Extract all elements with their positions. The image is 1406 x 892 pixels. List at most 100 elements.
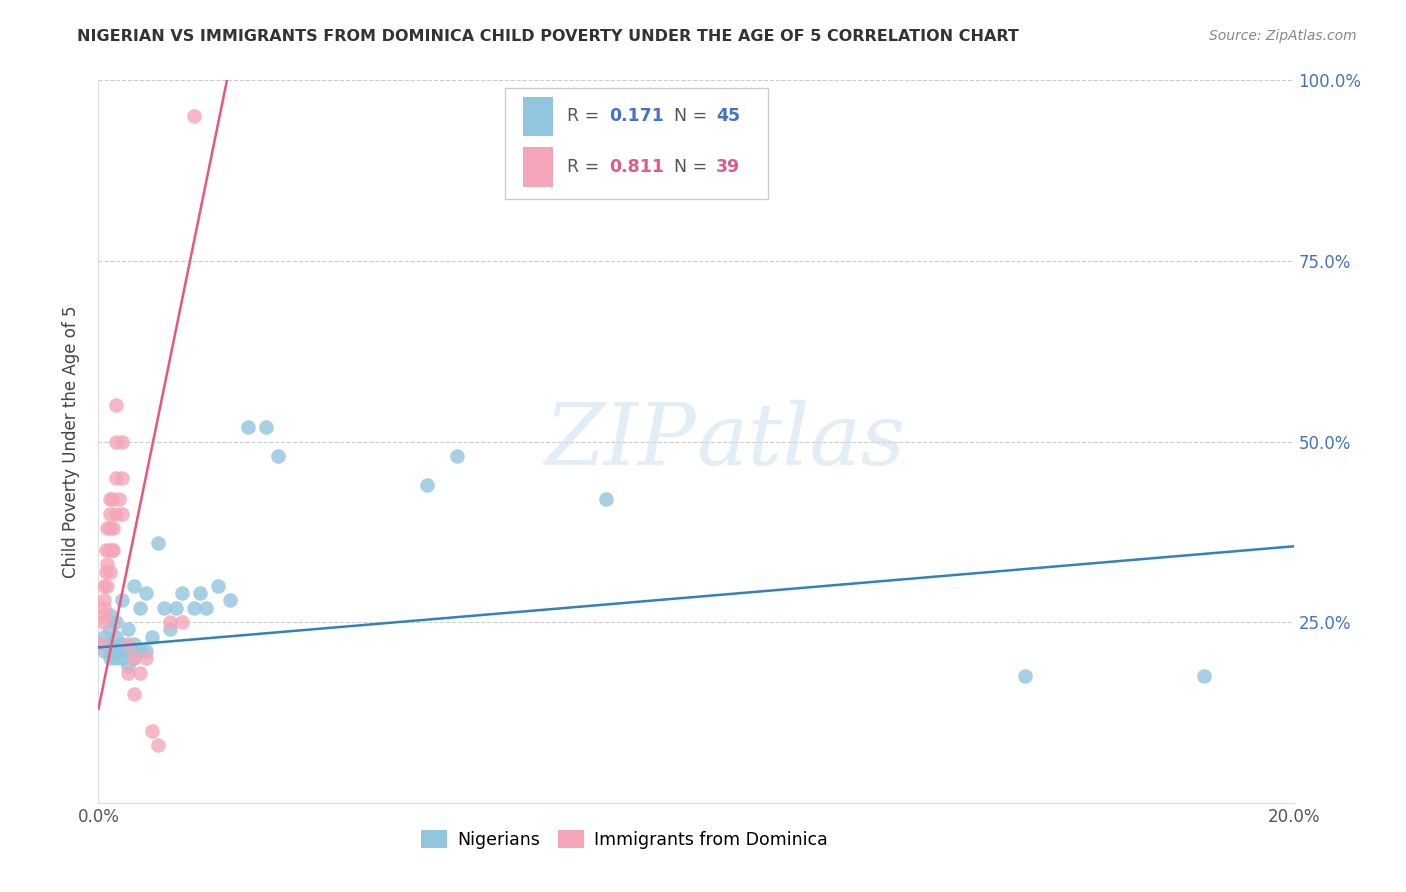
- Point: [165, 600, 187, 615]
- Point: [117, 658, 139, 673]
- Point: [108, 492, 131, 507]
- Point: [236, 420, 259, 434]
- Point: [90, 637, 112, 651]
- Text: 45: 45: [716, 107, 741, 126]
- Point: [98, 607, 122, 622]
- Point: [124, 687, 146, 701]
- Point: [111, 593, 134, 607]
- Point: [195, 600, 218, 615]
- Text: ZIP: ZIP: [544, 401, 696, 483]
- Point: [105, 630, 128, 644]
- Point: [100, 492, 122, 507]
- Point: [124, 651, 146, 665]
- Point: [1014, 669, 1036, 683]
- Point: [159, 615, 181, 630]
- Point: [135, 651, 157, 665]
- Point: [93, 637, 115, 651]
- Point: [267, 449, 290, 463]
- Point: [98, 637, 122, 651]
- Legend: Nigerians, Immigrants from Dominica: Nigerians, Immigrants from Dominica: [413, 823, 835, 855]
- Point: [98, 644, 122, 658]
- Point: [111, 637, 134, 651]
- Point: [124, 579, 146, 593]
- Text: 0.811: 0.811: [609, 158, 664, 176]
- Point: [93, 607, 115, 622]
- Point: [135, 586, 157, 600]
- Point: [103, 542, 125, 557]
- Point: [111, 507, 134, 521]
- Point: [105, 615, 128, 630]
- Point: [595, 492, 617, 507]
- Point: [94, 542, 117, 557]
- Point: [105, 651, 128, 665]
- Text: NIGERIAN VS IMMIGRANTS FROM DOMINICA CHILD POVERTY UNDER THE AGE OF 5 CORRELATIO: NIGERIAN VS IMMIGRANTS FROM DOMINICA CHI…: [77, 29, 1019, 44]
- Point: [91, 615, 114, 630]
- Point: [183, 600, 205, 615]
- Point: [148, 738, 170, 752]
- Text: N =: N =: [675, 158, 713, 176]
- FancyBboxPatch shape: [505, 87, 768, 200]
- Point: [111, 470, 134, 484]
- Point: [103, 521, 125, 535]
- Point: [100, 542, 122, 557]
- Point: [141, 723, 163, 738]
- Text: N =: N =: [675, 107, 713, 126]
- Point: [446, 449, 468, 463]
- Point: [105, 644, 128, 658]
- Point: [105, 507, 128, 521]
- Point: [98, 507, 122, 521]
- FancyBboxPatch shape: [523, 147, 553, 186]
- Point: [93, 600, 115, 615]
- Point: [1192, 669, 1215, 683]
- Point: [105, 398, 128, 412]
- Point: [98, 623, 122, 637]
- Point: [93, 630, 115, 644]
- Point: [159, 623, 181, 637]
- Point: [172, 586, 194, 600]
- Text: 0.171: 0.171: [609, 107, 664, 126]
- Text: 39: 39: [716, 158, 741, 176]
- Point: [93, 579, 115, 593]
- Point: [93, 644, 115, 658]
- Point: [117, 623, 139, 637]
- Text: Source: ZipAtlas.com: Source: ZipAtlas.com: [1209, 29, 1357, 43]
- Point: [117, 637, 139, 651]
- Point: [111, 644, 134, 658]
- Point: [111, 434, 134, 449]
- Point: [105, 470, 128, 484]
- Point: [98, 521, 122, 535]
- Point: [148, 535, 170, 549]
- Point: [94, 565, 117, 579]
- Point: [96, 579, 118, 593]
- Point: [98, 565, 122, 579]
- Point: [124, 651, 146, 665]
- Point: [117, 644, 139, 658]
- Point: [254, 420, 277, 434]
- Point: [105, 434, 128, 449]
- Point: [96, 521, 118, 535]
- Point: [129, 600, 152, 615]
- Point: [96, 558, 118, 572]
- Point: [188, 586, 211, 600]
- Point: [153, 600, 176, 615]
- Point: [172, 615, 194, 630]
- Point: [135, 644, 157, 658]
- Point: [117, 665, 139, 680]
- Point: [124, 637, 146, 651]
- Y-axis label: Child Poverty Under the Age of 5: Child Poverty Under the Age of 5: [62, 305, 80, 578]
- Point: [207, 579, 229, 593]
- Point: [98, 651, 122, 665]
- FancyBboxPatch shape: [523, 96, 553, 136]
- Point: [416, 478, 439, 492]
- Point: [183, 110, 205, 124]
- Text: atlas: atlas: [696, 401, 905, 483]
- Text: R =: R =: [567, 158, 605, 176]
- Point: [93, 593, 115, 607]
- Point: [141, 630, 163, 644]
- Point: [98, 492, 122, 507]
- Point: [98, 542, 121, 557]
- Point: [111, 651, 134, 665]
- Point: [129, 665, 152, 680]
- Text: R =: R =: [567, 107, 605, 126]
- Point: [129, 644, 152, 658]
